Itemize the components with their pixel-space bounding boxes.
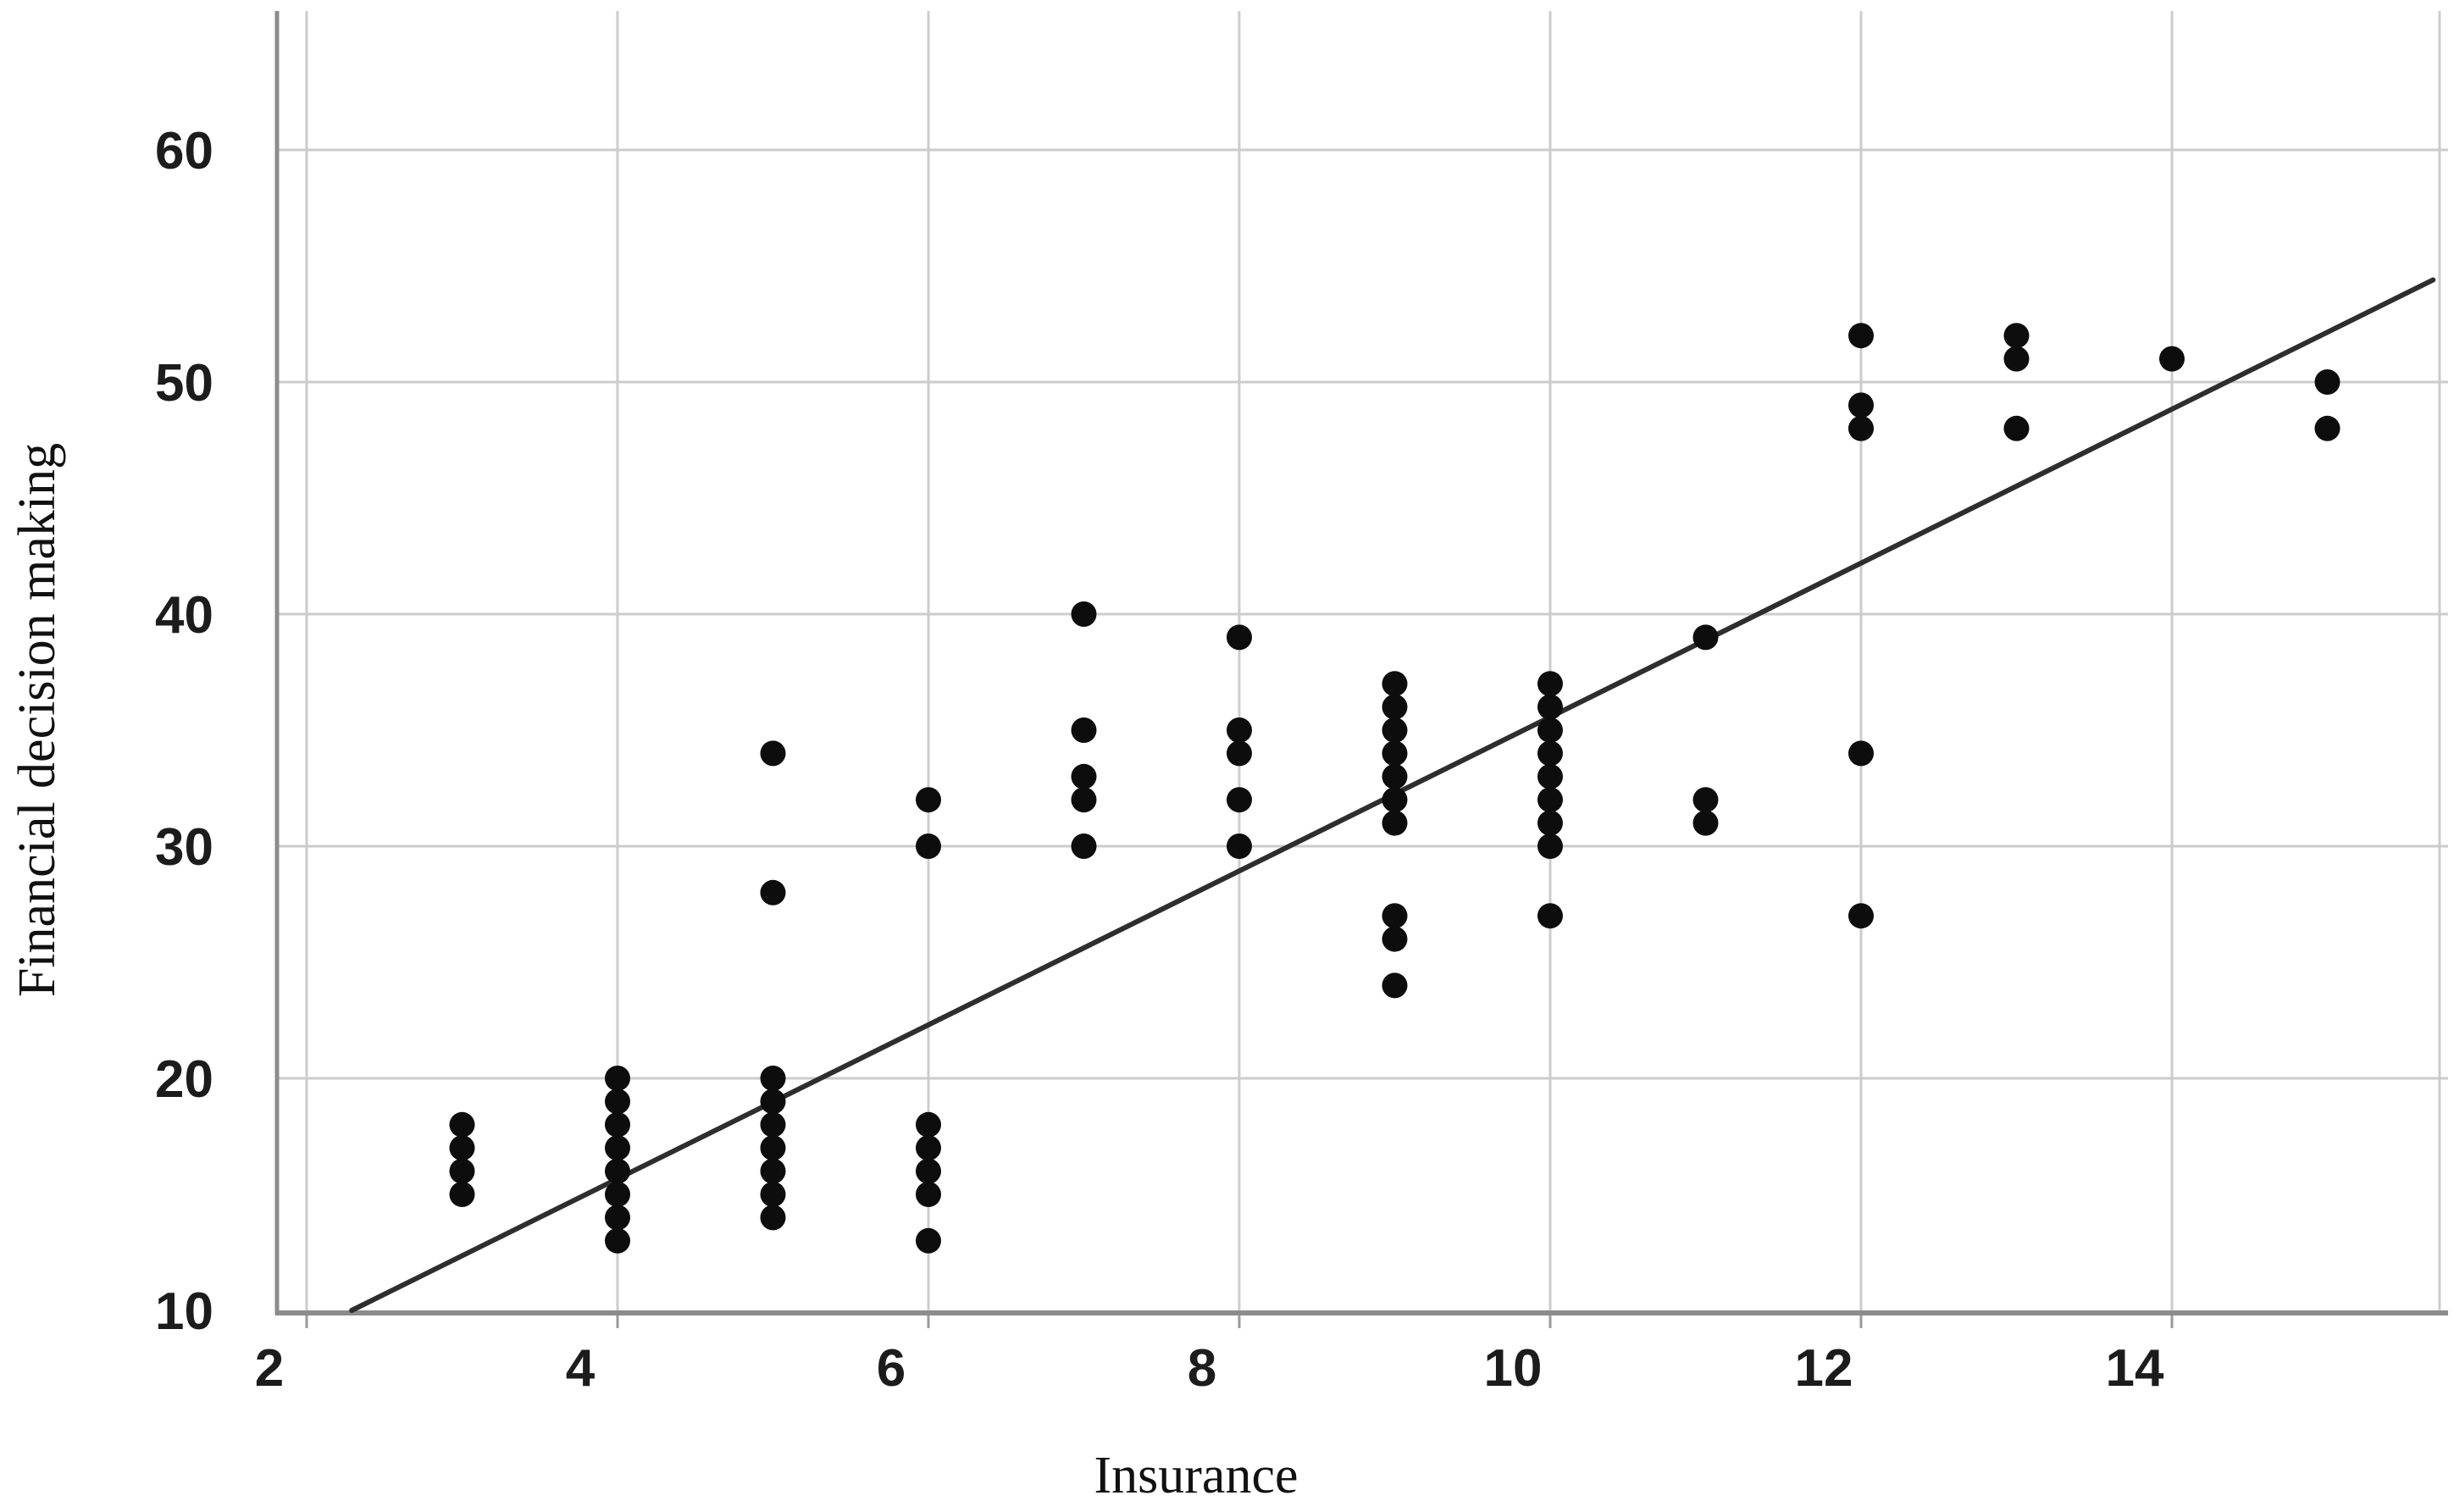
data-point [449, 1135, 475, 1161]
data-point [1382, 763, 1408, 789]
data-point [1227, 717, 1252, 743]
data-point [2003, 415, 2030, 441]
data-point [2314, 415, 2340, 441]
data-point [449, 1182, 475, 1207]
y-axis-title: Financial decision making [8, 443, 66, 997]
x-tick-label: 2 [255, 1339, 284, 1398]
data-point [2003, 346, 2030, 372]
data-point [760, 1158, 786, 1184]
data-point [605, 1182, 630, 1207]
data-point [1537, 787, 1563, 813]
data-point [760, 1088, 786, 1115]
data-point [1382, 972, 1408, 999]
data-point [1848, 392, 1874, 418]
data-point [1848, 740, 1874, 767]
data-point [1071, 717, 1097, 743]
data-point [916, 1158, 941, 1184]
data-point [1848, 323, 1874, 349]
data-point [1537, 903, 1563, 929]
data-point [760, 1182, 786, 1207]
data-point [1382, 694, 1408, 720]
data-point [1382, 810, 1408, 836]
data-point [1382, 671, 1408, 697]
data-point [449, 1111, 475, 1138]
data-point [1227, 740, 1252, 767]
data-point [1071, 787, 1097, 813]
data-point [760, 879, 786, 906]
data-point [916, 1182, 941, 1207]
x-tick-label: 4 [566, 1339, 595, 1398]
data-point [1071, 763, 1097, 789]
data-point [1227, 834, 1252, 859]
y-gridlines [277, 148, 2448, 1080]
x-tick-label: 8 [1188, 1339, 1216, 1398]
data-point [760, 1066, 786, 1091]
data-point [760, 1205, 786, 1231]
data-point [1537, 694, 1563, 720]
data-point [760, 740, 786, 767]
data-point [916, 1111, 941, 1138]
y-tick-label: 40 [155, 586, 213, 645]
data-point [2003, 323, 2030, 349]
data-point [605, 1205, 630, 1231]
data-point [760, 1111, 786, 1138]
data-point [1071, 834, 1097, 859]
data-point [1382, 903, 1408, 929]
data-point [605, 1088, 630, 1115]
data-point [1692, 787, 1719, 813]
y-tick-labels: 10 20 30 40 50 60 [155, 122, 213, 1341]
x-axis-title: Insurance [1094, 1447, 1299, 1504]
data-point [916, 1227, 941, 1254]
data-point [605, 1227, 630, 1254]
data-point [1692, 624, 1719, 651]
data-point [1537, 810, 1563, 836]
data-point [916, 834, 941, 859]
data-point [1227, 787, 1252, 813]
x-tick-label: 12 [1795, 1339, 1853, 1398]
data-point [1848, 903, 1874, 929]
data-point [605, 1158, 630, 1184]
y-tick-label: 50 [155, 354, 213, 413]
data-point [916, 787, 941, 813]
x-tick-labels: 2 4 6 8 10 12 14 [255, 1339, 2164, 1398]
data-point [605, 1135, 630, 1161]
data-point [2314, 369, 2340, 395]
x-tick-label: 6 [877, 1339, 906, 1398]
data-point [916, 1135, 941, 1161]
data-point [1537, 717, 1563, 743]
data-point [1227, 624, 1252, 651]
data-points [449, 323, 2340, 1254]
data-point [1382, 717, 1408, 743]
data-point [1382, 787, 1408, 813]
data-point [2159, 346, 2185, 372]
data-point [760, 1135, 786, 1161]
data-point [1071, 601, 1097, 627]
data-point [1382, 926, 1408, 952]
data-point [605, 1066, 630, 1091]
x-gridlines [305, 11, 2441, 1313]
y-tick-label: 20 [155, 1050, 213, 1109]
data-point [1692, 810, 1719, 836]
data-point [1537, 763, 1563, 789]
data-point [1537, 671, 1563, 697]
data-point [1382, 740, 1408, 767]
x-tick-label: 10 [1484, 1339, 1543, 1398]
data-point [1848, 415, 1874, 441]
axis-frame [274, 11, 2448, 1315]
data-point [449, 1158, 475, 1184]
y-tick-label: 30 [155, 818, 213, 877]
data-point [1537, 834, 1563, 859]
y-tick-label: 60 [155, 122, 213, 180]
x-tick-label: 14 [2106, 1339, 2164, 1398]
data-point [605, 1111, 630, 1138]
data-point [1537, 740, 1563, 767]
y-tick-label: 10 [155, 1282, 213, 1341]
